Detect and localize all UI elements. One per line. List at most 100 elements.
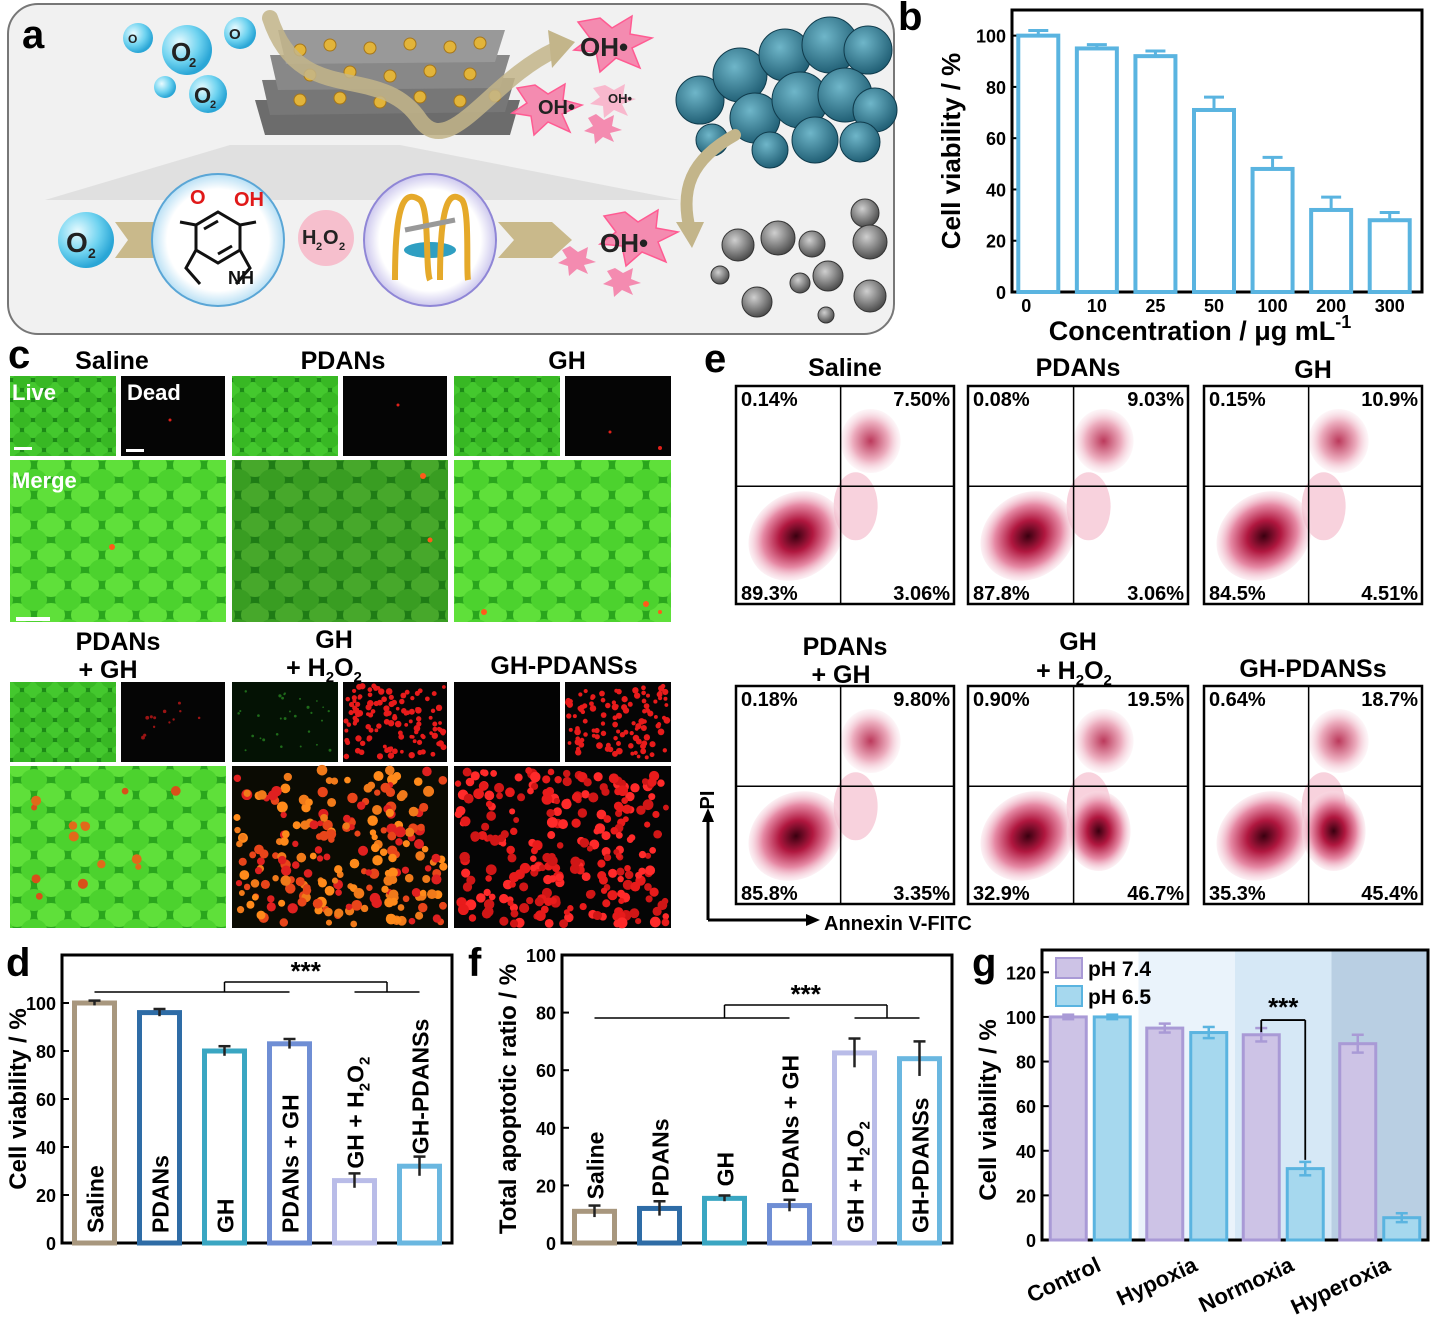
- cell-dot: [373, 770, 384, 782]
- quadrant-label-ul: 0.15%: [1209, 389, 1266, 411]
- cell-dot: [558, 819, 569, 830]
- cell-dot: [352, 688, 357, 694]
- cell-dot: [626, 836, 634, 843]
- cell-dot: [648, 793, 656, 801]
- y-tick-label: 80: [986, 78, 1006, 98]
- cell-dot: [601, 787, 610, 796]
- live-image-saline: [10, 376, 116, 456]
- cell-dot: [459, 851, 470, 863]
- cell-dot: [431, 732, 438, 739]
- o2-label: O: [128, 32, 137, 46]
- panel-d-letter: d: [6, 941, 30, 985]
- cell-dot: [549, 897, 557, 905]
- cell-dot: [141, 735, 145, 740]
- cell-dot: [77, 878, 88, 889]
- x-tick-label: 0: [1021, 296, 1031, 316]
- cell-dot: [470, 771, 480, 781]
- cell-dot: [615, 852, 622, 859]
- cell-dot: [566, 701, 573, 708]
- cell-dot: [657, 779, 665, 787]
- scale-bar: [16, 617, 50, 621]
- cell-dot: [385, 688, 393, 695]
- cell-dot: [418, 902, 428, 913]
- cell-dot: [615, 803, 625, 813]
- h2o2-label: H: [302, 227, 316, 249]
- merge-image-pdans: [232, 460, 448, 622]
- quadrant-label-ll: 35.3%: [1209, 883, 1266, 905]
- cell-dot: [601, 831, 611, 841]
- cell-dot: [481, 822, 490, 831]
- quadrant-label-ll: 32.9%: [973, 883, 1030, 905]
- panel-f-frame: [560, 953, 954, 1245]
- group-title-pdans-gh: PDANs: [76, 628, 161, 656]
- flow-plot-title: Saline: [808, 354, 882, 382]
- cell-dot: [396, 792, 406, 802]
- bar-1: [137, 1010, 182, 1246]
- cell-dot: [615, 712, 623, 719]
- cell-dot: [510, 827, 518, 836]
- cell-dot: [415, 707, 419, 711]
- quadrant-label-ll: 84.5%: [1209, 583, 1266, 605]
- cell-dot: [649, 887, 659, 897]
- cell-dot: [578, 692, 583, 697]
- cell-dot: [351, 695, 357, 701]
- cell-dot: [238, 890, 245, 896]
- cell-dot: [285, 883, 296, 894]
- cell-dot: [177, 701, 181, 705]
- cell-dot: [507, 900, 514, 907]
- cell-dot: [457, 904, 469, 916]
- cell-dot: [441, 731, 446, 736]
- legend-label: pH 7.4: [1088, 958, 1151, 981]
- cell-dot: [235, 880, 243, 887]
- cell-dot: [236, 840, 243, 848]
- cell-dot: [351, 899, 363, 911]
- cell-dot: [631, 721, 636, 726]
- cell-dot: [653, 715, 658, 719]
- density-region: [980, 491, 1076, 581]
- y-tick-label: 0: [546, 1234, 556, 1254]
- cell-dot: [617, 785, 629, 797]
- cell-dot: [494, 782, 505, 793]
- cell-dot: [478, 781, 488, 791]
- oh-radical-label: OH•: [580, 32, 628, 62]
- cell-dot: [484, 790, 495, 801]
- cell-dot: [296, 852, 307, 863]
- bar-4: [832, 1050, 877, 1246]
- merge-image-pdans-gh: [10, 766, 226, 928]
- cell-dot: [380, 827, 388, 834]
- cell-dot: [266, 902, 276, 912]
- flow-plot-title: GH: [1059, 628, 1097, 656]
- cell-dot: [31, 874, 41, 884]
- cell-dot: [598, 875, 608, 885]
- cell-dot: [590, 694, 596, 700]
- cell-dot: [325, 777, 333, 785]
- cell-dot: [368, 727, 374, 733]
- live-image-gh-pdanss: [454, 682, 560, 762]
- g-quadruplex-icon: [392, 193, 471, 282]
- cell-dot: [481, 908, 492, 919]
- legend-label: pH 6.5: [1088, 986, 1151, 1009]
- x-tick-label: Hyperoxia: [1287, 1252, 1395, 1320]
- cell-dot: [525, 767, 533, 774]
- cell-dot: [607, 890, 618, 901]
- cell-dot: [346, 722, 352, 727]
- cell-dot: [617, 911, 626, 920]
- quadrant-label-ul: 0.18%: [741, 689, 798, 711]
- cell-dot: [365, 723, 371, 730]
- cell-dot: [547, 855, 558, 867]
- cell-dot: [439, 862, 448, 871]
- cell-dot: [358, 749, 365, 756]
- panel-e-flow-cytometry: e Saline 0.14% 7.50% 89.3% 3.06% PDANs 0.08% 9.…: [697, 337, 1424, 935]
- cell-dot: [563, 798, 571, 806]
- cell-dot: [281, 696, 284, 700]
- density-region: [1301, 791, 1366, 871]
- cell-dot: [600, 887, 608, 894]
- scale-bar: [126, 449, 144, 452]
- cell-dot: [121, 787, 129, 795]
- cell-dot: [638, 850, 647, 859]
- density-region: [1066, 791, 1131, 871]
- cell-dot: [567, 905, 574, 912]
- cell-dot: [546, 809, 555, 818]
- cell-dot: [353, 888, 365, 899]
- cell-dot: [417, 688, 423, 694]
